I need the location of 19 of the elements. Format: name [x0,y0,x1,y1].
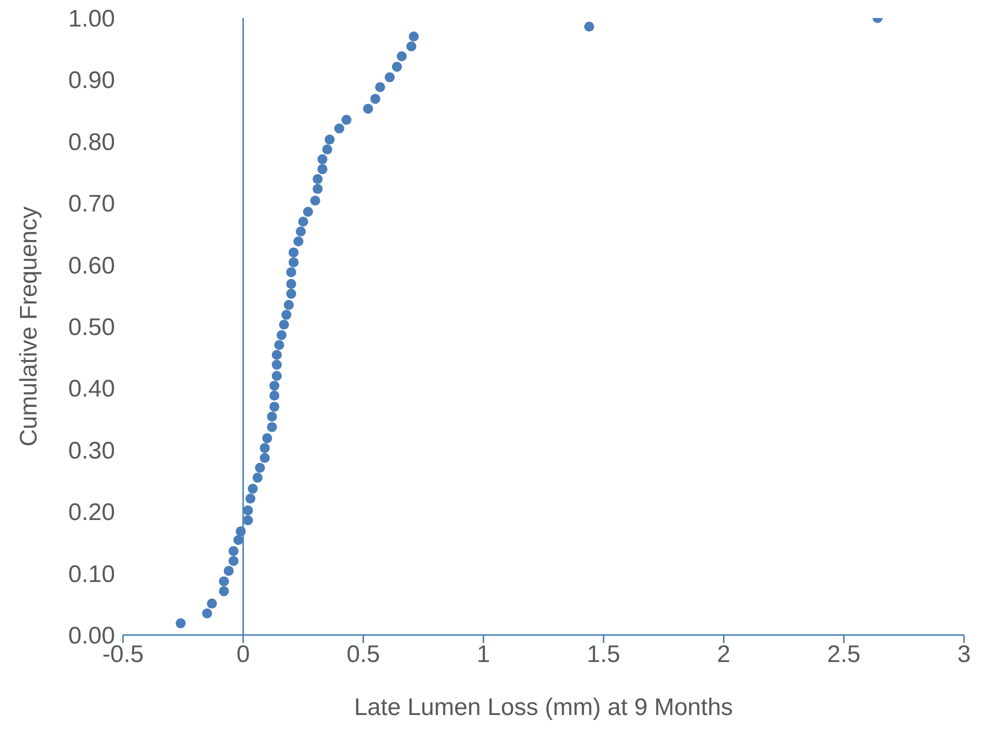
y-tick-label: 0.10 [68,560,115,588]
y-tick-label: 0.70 [68,190,115,218]
y-tick-label: 0.20 [68,499,115,526]
x-tick-label: 2 [717,641,730,668]
y-tick-label: 0.90 [68,67,115,94]
y-tick-label: 1.00 [68,6,115,33]
x-tick-label: 0 [236,641,250,668]
y-axis-title: Cumulative Frequency [16,206,43,447]
y-tick-label: 0.60 [68,252,115,280]
y-tick-label: 0.80 [68,128,115,156]
x-axis-title: Late Lumen Loss (mm) at 9 Months [354,694,733,721]
y-tick-label: 0.30 [68,437,115,464]
x-tick-label: 1.5 [586,641,620,668]
y-tick-label: 0.50 [68,314,115,342]
x-tick-label: 1 [476,641,490,668]
x-tick-label: 2.5 [827,641,861,668]
x-tick-label: 0.5 [346,641,380,668]
x-tick-label: 3 [957,641,971,668]
y-tick-label: 0.40 [68,376,115,403]
